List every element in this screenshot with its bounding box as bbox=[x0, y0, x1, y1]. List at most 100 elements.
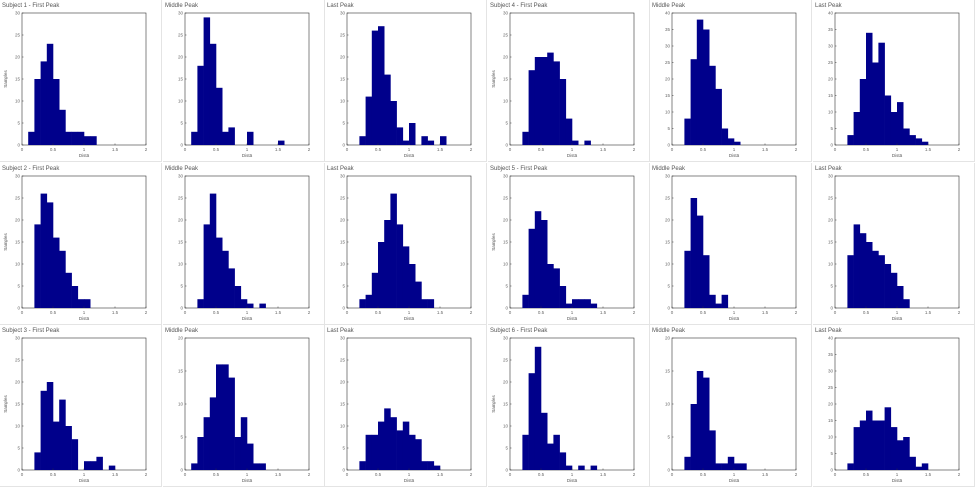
histogram-bar bbox=[890, 427, 898, 470]
y-tick-label: 15 bbox=[503, 402, 509, 407]
y-tick-label: 10 bbox=[828, 262, 834, 267]
y-tick-label: 30 bbox=[178, 11, 184, 16]
histogram-bar bbox=[897, 102, 904, 145]
histogram-bar bbox=[433, 465, 441, 470]
chart-title: Subject 3 - First Peak bbox=[2, 328, 60, 334]
y-tick-label: 30 bbox=[503, 11, 509, 16]
y-tick-label: 15 bbox=[178, 77, 184, 82]
histogram-bar bbox=[40, 390, 48, 470]
y-tick-label: 5 bbox=[180, 435, 183, 440]
x-tick-label: 1.5 bbox=[275, 472, 282, 477]
histogram-bar bbox=[522, 131, 529, 145]
histogram-bar bbox=[59, 250, 66, 308]
histogram-bar bbox=[890, 112, 898, 145]
y-tick-label: 15 bbox=[503, 77, 509, 82]
histogram-bar bbox=[740, 463, 747, 470]
histogram-bar bbox=[371, 30, 379, 146]
x-tick-label: 1 bbox=[83, 147, 86, 152]
chart-title: Subject 4 - First Peak bbox=[490, 3, 548, 9]
x-tick-label: 2 bbox=[633, 310, 636, 315]
histogram-bar bbox=[371, 434, 379, 470]
y-tick-label: 20 bbox=[178, 55, 184, 60]
histogram-bar bbox=[222, 250, 229, 308]
x-axis-label: Distä bbox=[404, 478, 415, 483]
x-tick-label: 0.5 bbox=[50, 310, 57, 315]
x-tick-label: 0 bbox=[834, 310, 837, 315]
histogram-bar bbox=[259, 463, 266, 470]
y-tick-label: 5 bbox=[667, 284, 670, 289]
histogram-bar bbox=[866, 242, 873, 308]
histogram-bar bbox=[402, 140, 410, 145]
histogram-bar bbox=[565, 118, 573, 145]
histogram-bar bbox=[909, 456, 916, 470]
histogram-bar bbox=[553, 434, 560, 470]
histogram-bar bbox=[528, 228, 536, 308]
y-tick-label: 0 bbox=[17, 468, 20, 473]
y-tick-label: 30 bbox=[665, 44, 671, 49]
chart-title: Subject 6 - First Peak bbox=[490, 328, 548, 334]
histogram-bar bbox=[247, 443, 254, 470]
x-tick-label: 1.5 bbox=[112, 472, 119, 477]
y-tick-label: 15 bbox=[15, 402, 21, 407]
histogram-bar bbox=[384, 74, 391, 145]
histogram-bar bbox=[578, 299, 585, 308]
x-tick-label: 1 bbox=[408, 310, 411, 315]
y-tick-label: 25 bbox=[15, 33, 21, 38]
histogram-bar bbox=[77, 131, 85, 145]
y-tick-label: 30 bbox=[340, 174, 346, 179]
x-tick-label: 2 bbox=[795, 472, 798, 477]
x-tick-label: 1 bbox=[246, 147, 249, 152]
y-tick-label: 0 bbox=[505, 306, 508, 311]
x-tick-label: 1 bbox=[733, 147, 736, 152]
x-tick-label: 2 bbox=[958, 310, 961, 315]
histogram-bar bbox=[915, 138, 923, 145]
x-axis-label: Distä bbox=[567, 316, 578, 321]
y-tick-label: 25 bbox=[503, 358, 509, 363]
histogram-bar bbox=[696, 19, 704, 146]
y-tick-label: 25 bbox=[340, 358, 346, 363]
y-tick-label: 5 bbox=[667, 126, 670, 131]
x-tick-label: 0 bbox=[834, 147, 837, 152]
y-tick-label: 10 bbox=[665, 110, 671, 115]
x-axis-label: Distä bbox=[729, 478, 740, 483]
x-tick-label: 1.5 bbox=[762, 310, 769, 315]
histogram-bar bbox=[421, 299, 428, 308]
y-tick-label: 10 bbox=[503, 99, 509, 104]
x-axis-label: Distä bbox=[242, 153, 253, 158]
x-tick-label: 1 bbox=[733, 472, 736, 477]
histogram-bar bbox=[427, 140, 435, 145]
histogram-bar bbox=[559, 452, 567, 470]
histogram-bar bbox=[203, 224, 211, 308]
histogram-panel: Last Peak 0 0.5 1 1.5 2 0 5 10 15 20 25 30 35 40 Distä bbox=[813, 0, 975, 162]
y-tick-label: 15 bbox=[665, 240, 671, 245]
y-tick-label: 25 bbox=[665, 196, 671, 201]
y-tick-label: 5 bbox=[342, 446, 345, 451]
x-tick-label: 1 bbox=[83, 472, 86, 477]
x-tick-label: 1 bbox=[408, 147, 411, 152]
y-tick-label: 30 bbox=[15, 11, 21, 16]
x-tick-label: 2 bbox=[958, 147, 961, 152]
y-tick-label: 15 bbox=[665, 369, 671, 374]
y-tick-label: 30 bbox=[340, 11, 346, 16]
x-tick-label: 1.5 bbox=[762, 472, 769, 477]
y-tick-label: 30 bbox=[828, 174, 834, 179]
histogram-bar bbox=[734, 141, 741, 145]
histogram-bar bbox=[715, 303, 722, 308]
histogram-bar bbox=[402, 421, 410, 470]
y-tick-label: 30 bbox=[828, 44, 834, 49]
histogram-bar bbox=[534, 211, 542, 308]
histogram-bar bbox=[71, 439, 79, 470]
histogram-bar bbox=[96, 456, 103, 470]
y-tick-label: 0 bbox=[830, 306, 833, 311]
x-tick-label: 0.5 bbox=[213, 472, 220, 477]
y-tick-label: 15 bbox=[340, 77, 346, 82]
histogram-bar bbox=[209, 193, 217, 308]
x-tick-label: 0 bbox=[184, 310, 187, 315]
histogram-bar bbox=[565, 465, 573, 470]
histogram-bar bbox=[59, 399, 66, 470]
y-tick-label: 20 bbox=[503, 218, 509, 223]
histogram-bar bbox=[709, 294, 716, 308]
